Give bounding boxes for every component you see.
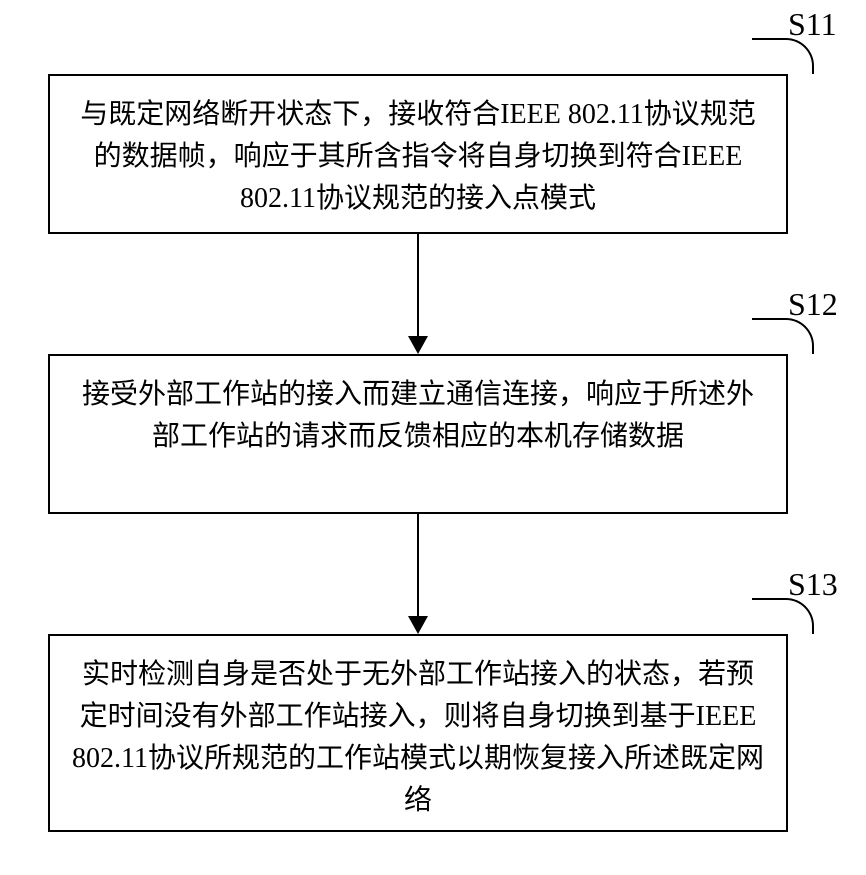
connector-line — [417, 234, 419, 336]
connector-s12-s13 — [408, 514, 428, 634]
arrow-down-icon — [408, 616, 428, 634]
label-brace-s12 — [752, 318, 814, 354]
step-text-s11: 与既定网络断开状态下，接收符合IEEE 802.11协议规范的数据帧，响应于其所… — [80, 99, 756, 214]
step-box-s12: 接受外部工作站的接入而建立通信连接，响应于所述外部工作站的请求而反馈相应的本机存… — [48, 354, 788, 514]
label-brace-s13 — [752, 598, 814, 634]
step-box-s13: 实时检测自身是否处于无外部工作站接入的状态，若预定时间没有外部工作站接入，则将自… — [48, 634, 788, 832]
arrow-down-icon — [408, 336, 428, 354]
connector-line — [417, 514, 419, 616]
step-label-s11: S11 — [788, 6, 837, 43]
step-box-s11: 与既定网络断开状态下，接收符合IEEE 802.11协议规范的数据帧，响应于其所… — [48, 74, 788, 234]
step-text-s12: 接受外部工作站的接入而建立通信连接，响应于所述外部工作站的请求而反馈相应的本机存… — [82, 379, 754, 452]
step-text-s13: 实时检测自身是否处于无外部工作站接入的状态，若预定时间没有外部工作站接入，则将自… — [72, 659, 764, 816]
label-brace-s11 — [752, 38, 814, 74]
flowchart-container: S11 与既定网络断开状态下，接收符合IEEE 802.11协议规范的数据帧，响… — [0, 0, 866, 875]
step-label-s13: S13 — [788, 566, 838, 603]
connector-s11-s12 — [408, 234, 428, 354]
step-label-s12: S12 — [788, 286, 838, 323]
